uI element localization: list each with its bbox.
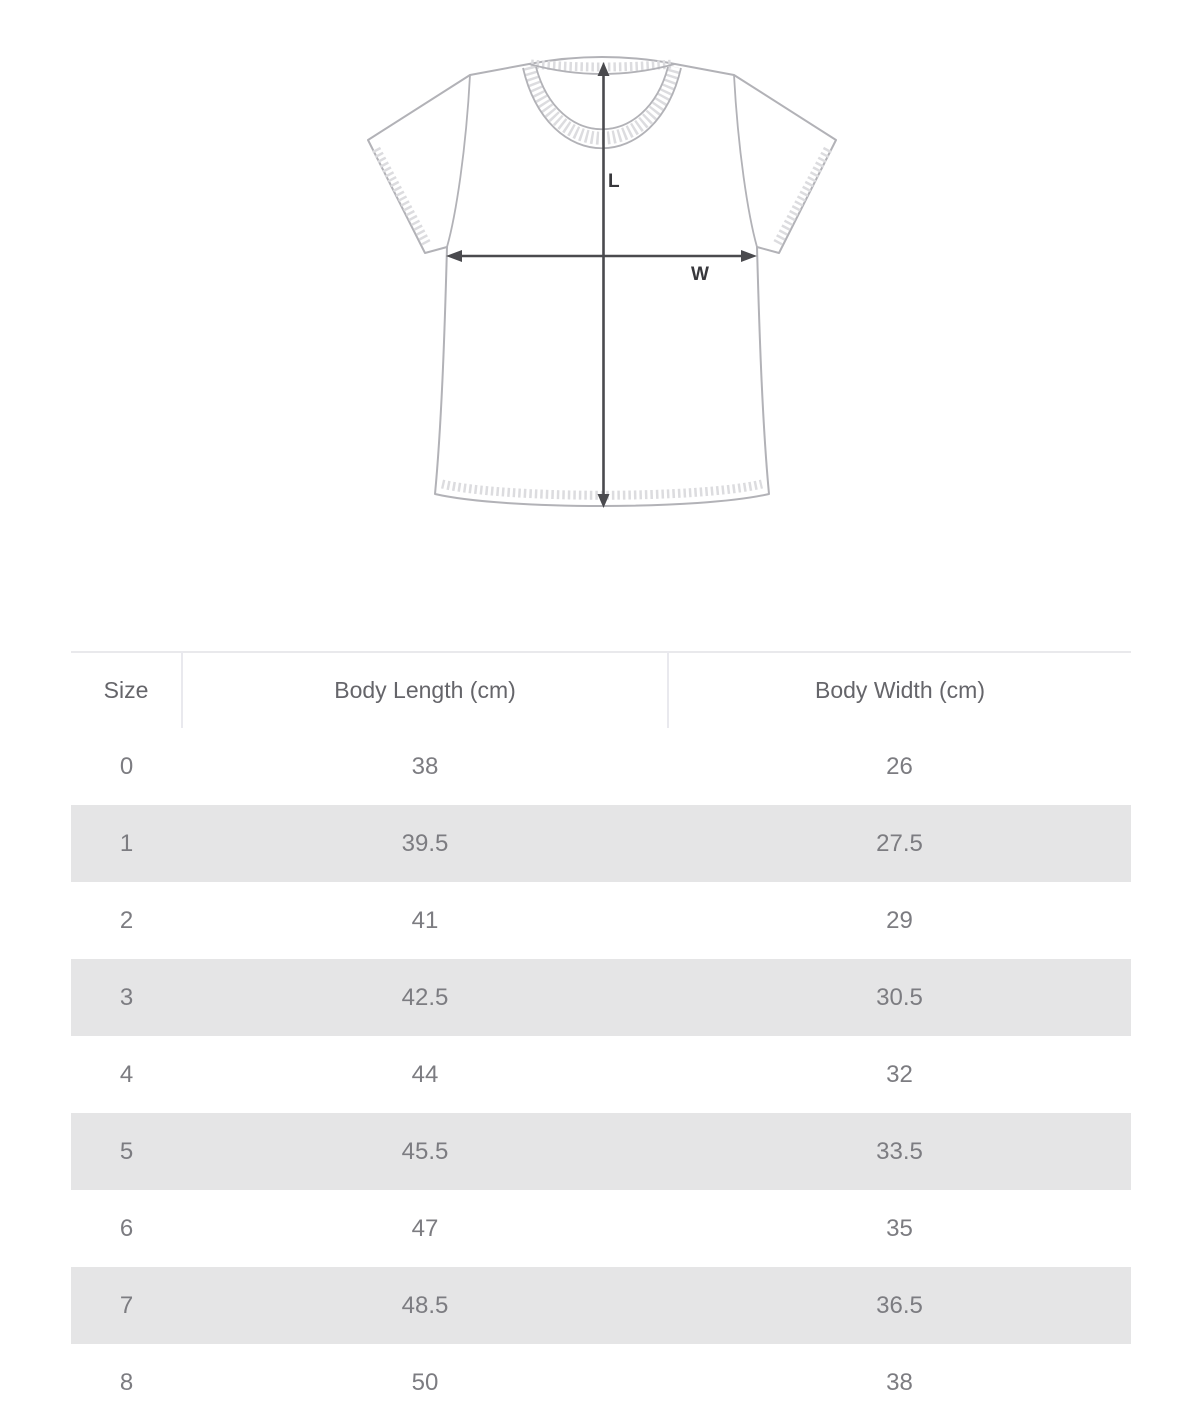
table-cell: 38	[411, 752, 439, 780]
table-cell: 8	[119, 1368, 134, 1396]
size-chart-table: Size Body Length (cm) Body Width (cm) 0 3…	[71, 651, 1131, 1421]
table-row: 7 48.5 36.5	[71, 1267, 1131, 1344]
table-cell: 45.5	[401, 1137, 449, 1165]
table-cell: 32	[886, 1060, 913, 1088]
table-cell: 0	[119, 752, 134, 780]
arrowhead-up-icon	[597, 62, 610, 76]
table-cell: 2	[119, 906, 134, 934]
arrowhead-down-icon	[597, 494, 610, 508]
table-row: 6 47 35	[71, 1190, 1131, 1267]
tshirt-outline	[367, 56, 837, 507]
table-cell: 4	[119, 1060, 134, 1088]
table-cell: 35	[886, 1214, 913, 1242]
table-cell: 38	[886, 1368, 913, 1396]
table-cell: 1	[119, 829, 134, 857]
table-cell: 29	[886, 906, 913, 934]
column-header-size: Size	[71, 652, 182, 728]
table-cell: 30.5	[876, 983, 923, 1011]
table-cell: 26	[886, 752, 913, 780]
table-cell: 44	[411, 1060, 439, 1088]
table-cell: 33.5	[876, 1137, 923, 1165]
table-cell: 5	[119, 1137, 134, 1165]
tshirt-measurement-diagram: L W	[0, 0, 1200, 648]
arrowhead-left-icon	[446, 250, 462, 262]
column-header-body-length: Body Length (cm)	[181, 652, 668, 728]
table-row: 4 44 32	[71, 1036, 1131, 1113]
collar-inner-edge	[535, 66, 669, 130]
table-cell: 39.5	[401, 829, 449, 857]
length-arrow	[597, 62, 610, 508]
table-cell: 36.5	[876, 1291, 923, 1319]
width-dimension-label: W	[691, 264, 709, 285]
tshirt-diagram-svg: L W	[367, 56, 837, 508]
table-cell: 47	[411, 1214, 439, 1242]
table-cell: 41	[411, 906, 439, 934]
table-cell: 42.5	[401, 983, 449, 1011]
column-header-body-width: Body Width (cm)	[667, 652, 1131, 728]
table-row: 0 38 26	[71, 728, 1131, 805]
length-dimension-label: L	[608, 171, 620, 192]
table-row: 3 42.5 30.5	[71, 959, 1131, 1036]
table-cell: 6	[119, 1214, 134, 1242]
table-cell: 3	[119, 983, 134, 1011]
table-row: 8 50 38	[71, 1344, 1131, 1421]
table-header-row: Size Body Length (cm) Body Width (cm)	[71, 652, 1131, 728]
table-cell: 7	[119, 1291, 134, 1319]
arrowhead-right-icon	[741, 250, 757, 262]
table-cell: 50	[411, 1368, 439, 1396]
table-cell: 27.5	[876, 829, 923, 857]
table-cell: 48.5	[401, 1291, 449, 1319]
size-table-body: 0 38 26 1 39.5 27.5 2 41 29 3 42.5 30.5 4 44 32 5 45.5 33…	[71, 728, 1131, 1421]
table-row: 1 39.5 27.5	[71, 805, 1131, 882]
table-row: 5 45.5 33.5	[71, 1113, 1131, 1190]
armhole-seams	[446, 74, 758, 248]
collar-ribbing	[522, 65, 682, 145]
table-row: 2 41 29	[71, 882, 1131, 959]
left-sleeve-stitch	[372, 146, 432, 249]
collar-outer-edge	[522, 67, 682, 149]
right-sleeve-stitch	[772, 146, 832, 249]
width-arrow	[446, 250, 757, 262]
